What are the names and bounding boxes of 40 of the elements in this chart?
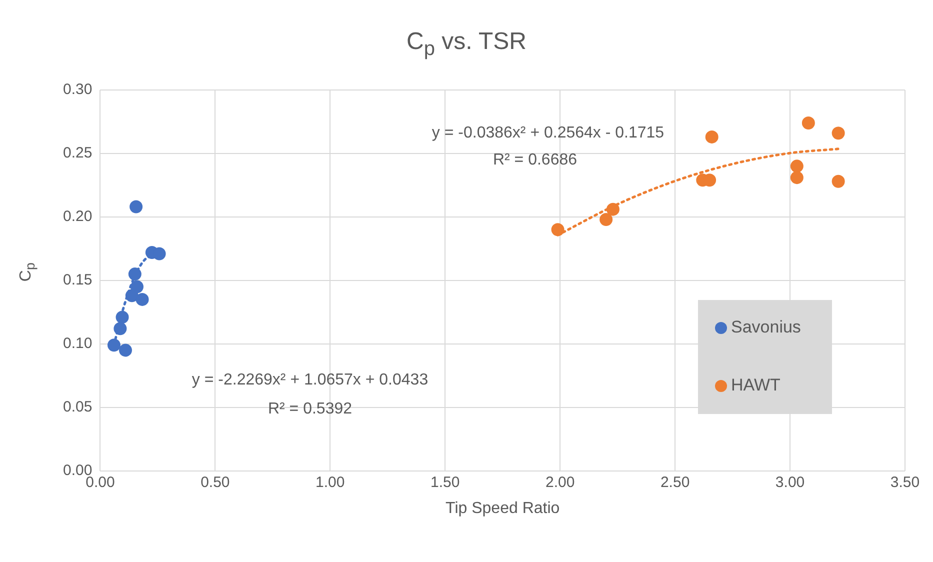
x-tick-label: 2.00 bbox=[545, 474, 575, 491]
chart-title: C$_{p}$ vs. TSR bbox=[405, 28, 528, 61]
y-tick-label: 0.25 bbox=[62, 144, 92, 162]
point bbox=[551, 223, 564, 236]
y-tick-label: 0.20 bbox=[62, 208, 92, 226]
point bbox=[705, 130, 718, 144]
point bbox=[118, 344, 132, 357]
x-tick-label: 2.50 bbox=[660, 474, 690, 491]
point bbox=[802, 116, 815, 130]
point bbox=[606, 202, 620, 216]
y-tick-label: 0.15 bbox=[62, 272, 92, 289]
point bbox=[116, 310, 129, 324]
point bbox=[832, 126, 845, 140]
point bbox=[114, 322, 127, 336]
point bbox=[136, 292, 149, 306]
point bbox=[152, 247, 166, 260]
x-tick-label: 0.50 bbox=[200, 474, 230, 491]
point bbox=[832, 174, 845, 188]
point bbox=[600, 212, 613, 226]
x-tick-label: 3.50 bbox=[890, 474, 920, 491]
y-tick-label: 0.30 bbox=[62, 81, 92, 98]
legend-label: Savonius bbox=[731, 318, 801, 337]
annotation: R² = 0.6686 bbox=[492, 151, 578, 168]
annotation: y = -0.0386x² + 0.2564x - 0.1715 bbox=[432, 124, 664, 142]
annotation: y = -2.2269x² + 1.0657x + 0.0433 bbox=[192, 371, 428, 388]
y-tick-label: 0.05 bbox=[62, 398, 92, 416]
annotation: R² = 0.5392 bbox=[268, 400, 352, 418]
y-tick-label: 0.10 bbox=[62, 335, 92, 352]
legend-label: HAWT bbox=[731, 376, 780, 395]
x-tick-label: 1.50 bbox=[430, 474, 460, 491]
point bbox=[107, 338, 120, 352]
point bbox=[130, 200, 143, 214]
x-tick-label: 3.00 bbox=[775, 474, 805, 491]
point bbox=[790, 160, 804, 173]
point bbox=[128, 268, 142, 281]
point bbox=[790, 171, 804, 184]
point bbox=[125, 289, 138, 302]
x-tick-label: 0.00 bbox=[86, 474, 115, 491]
x-tick-label: 1.00 bbox=[316, 474, 345, 491]
x-axis-title: Tip Speed Ratio bbox=[446, 500, 560, 517]
